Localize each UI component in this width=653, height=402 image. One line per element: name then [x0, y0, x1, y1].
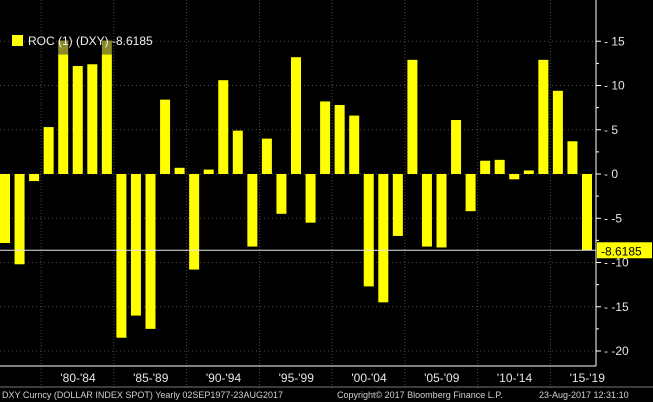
bar-2004 [392, 174, 403, 236]
bar-1993 [232, 130, 243, 174]
bar-2016 [567, 141, 578, 174]
bar-2012 [509, 174, 520, 180]
x-tick-label: '95-'99 [279, 371, 315, 385]
x-tick-label: '05-'09 [424, 371, 460, 385]
footer-center: Copyright© 2017 Bloomberg Finance L.P. [337, 390, 503, 400]
bar-1991 [203, 169, 214, 174]
bar-1980 [43, 127, 54, 174]
bar-1989 [174, 167, 185, 174]
bar-1985 [116, 174, 127, 338]
bar-1988 [160, 99, 171, 174]
bar-2006 [421, 174, 432, 247]
x-tick-label: '90-'94 [206, 371, 242, 385]
bar-2013 [523, 170, 534, 174]
axes: - 15 - 10 - 5 - 0 - -5 - -10 - -15 - -20 '80-'84… [0, 0, 629, 385]
bar-2005 [407, 59, 418, 174]
bar-marker [101, 40, 112, 55]
bar-2002 [363, 174, 374, 287]
bar-2009 [465, 174, 476, 212]
legend: ROC (1) (DXY) -8.6185 [12, 34, 153, 48]
bar-2011 [494, 159, 505, 174]
bar-2017 [582, 174, 592, 251]
bar-1977 [0, 174, 10, 244]
y-tick-label: - 10 [604, 79, 625, 93]
x-tick-label: '85-'89 [133, 371, 169, 385]
bar-1982 [72, 66, 83, 174]
x-tick-label: '80-'84 [60, 371, 96, 385]
x-tick-label: '15-'19 [570, 371, 606, 385]
bar-2015 [552, 90, 563, 174]
footer: DXY Curncy (DOLLAR INDEX SPOT) Yearly 02… [0, 386, 653, 400]
y-tick-label: - -20 [604, 344, 629, 358]
bar-1978 [14, 174, 25, 265]
bar-1994 [247, 174, 258, 247]
bar-1986 [130, 174, 141, 316]
bar-marker [58, 40, 69, 55]
bar-2003 [378, 174, 389, 303]
last-value-box [597, 242, 652, 259]
bar-2014 [538, 59, 549, 174]
bar-2000 [334, 104, 345, 174]
bar-1979 [29, 174, 40, 182]
bar-2001 [349, 115, 360, 174]
bar-2007 [436, 174, 447, 248]
legend-label: ROC (1) (DXY) -8.6185 [28, 34, 153, 48]
y-tick-label: - 5 [604, 123, 618, 137]
legend-swatch [12, 35, 23, 46]
y-tick-label: - 0 [604, 167, 618, 181]
bar-1987 [145, 174, 156, 329]
bar-1992 [218, 80, 229, 174]
y-tick-label: - -10 [604, 256, 629, 270]
bar-1997 [291, 57, 301, 174]
bar-1984 [101, 54, 112, 174]
bar-1998 [305, 174, 316, 223]
bar-1999 [320, 101, 331, 174]
y-tick-label: - -5 [604, 211, 622, 225]
bar-1995 [261, 138, 272, 174]
y-tick-label: - 15 [604, 34, 625, 48]
bar-2010 [480, 160, 491, 174]
last-value-tag: -8.6185 [0, 242, 652, 259]
x-tick-label: '10-'14 [497, 371, 533, 385]
footer-right: 23-Aug-2017 12:31:10 [539, 390, 629, 400]
bar-1983 [87, 64, 98, 174]
bar-series [0, 40, 592, 338]
bar-1996 [276, 174, 287, 214]
bar-1981 [58, 54, 69, 174]
y-tick-label: - -15 [604, 300, 629, 314]
x-tick-label: '00-'04 [351, 371, 387, 385]
footer-left: DXY Curncy (DOLLAR INDEX SPOT) Yearly 02… [2, 390, 283, 400]
last-value-label: -8.6185 [601, 244, 642, 258]
bar-2008 [451, 120, 462, 174]
bar-1990 [189, 174, 200, 270]
